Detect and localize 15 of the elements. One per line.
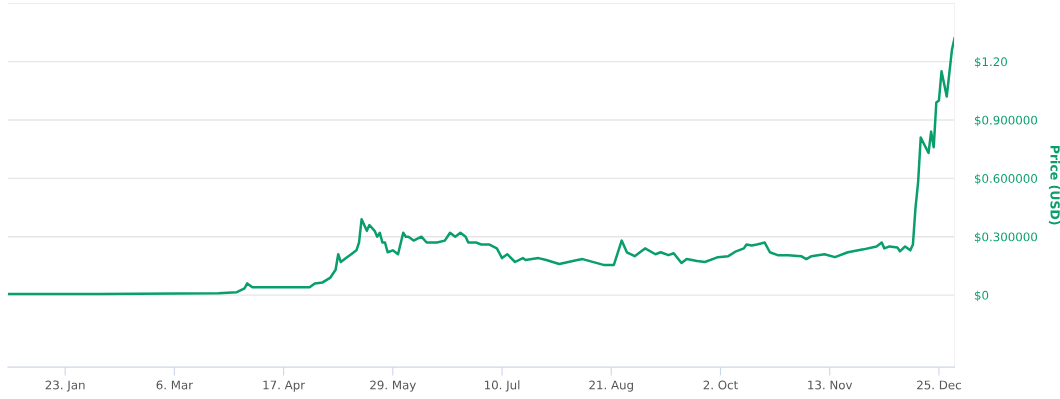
x-tick-label: 23. Jan (45, 380, 85, 392)
y-tick-label: $1.20 (974, 57, 1007, 68)
x-tick-label: 21. Aug (589, 380, 633, 392)
x-tick-label: 10. Jul (484, 380, 520, 392)
x-tick-label: 13. Nov (808, 380, 853, 390)
x-tick-label: 6. Mar (156, 380, 194, 390)
y-tick-label: $0.600000 (974, 173, 1038, 185)
x-tick-label: 2. Oct (703, 380, 738, 390)
x-tick-label: 17. Apr (263, 380, 306, 392)
y-tick-label: $0 (974, 290, 989, 302)
x-tick-label: 25. Dec (917, 380, 961, 390)
x-tick-label: 29. May (370, 380, 416, 392)
y-tick-label: $0.900000 (974, 115, 1038, 127)
y-tick-label: $0.300000 (974, 232, 1038, 243)
y-axis-title: Price (USD) (1048, 145, 1060, 225)
